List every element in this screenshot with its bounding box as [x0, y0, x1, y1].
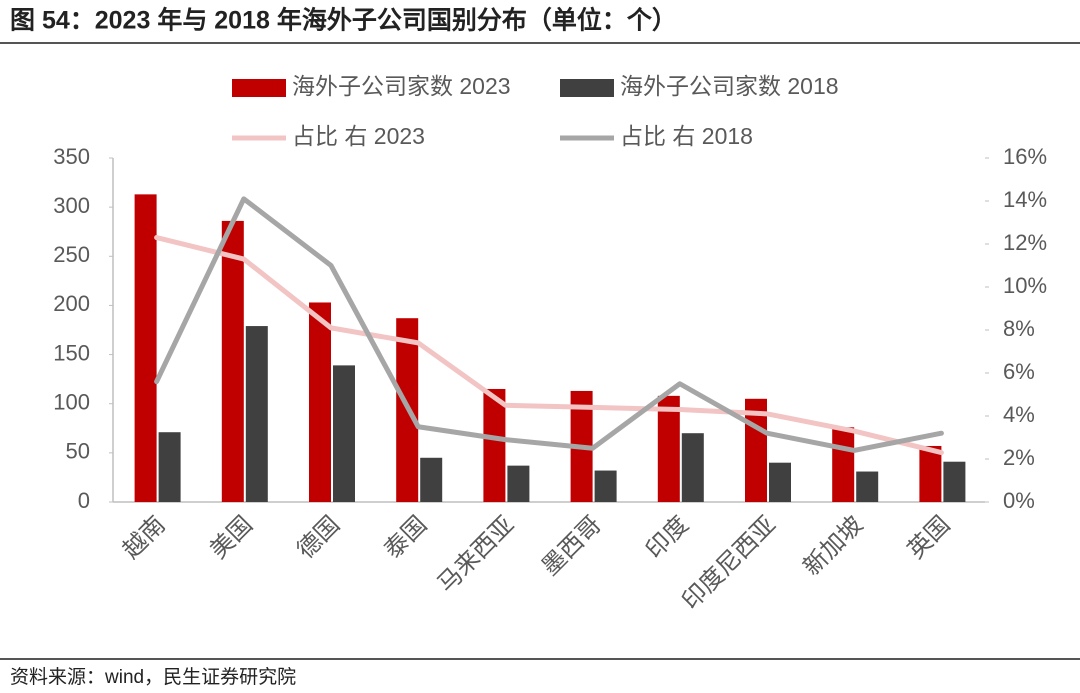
bar: [943, 461, 966, 502]
y2-tick-label: 14%: [1003, 187, 1047, 212]
y2-tick-label: 6%: [1003, 359, 1035, 384]
bar: [856, 471, 879, 502]
x-tick-label: 印度: [641, 511, 694, 564]
legend-label: 占比 右 2018: [620, 123, 753, 149]
legend-label: 海外子公司家数 2023: [292, 73, 511, 99]
bar: [832, 427, 855, 502]
x-tick-label: 新加坡: [798, 511, 868, 581]
bar: [158, 432, 181, 502]
legend-label: 占比 右 2023: [292, 123, 425, 149]
x-tick-label: 美国: [205, 511, 258, 564]
x-tick-label: 泰国: [379, 511, 432, 564]
y-tick-label: 250: [53, 242, 90, 267]
y-tick-label: 0: [78, 488, 90, 513]
x-tick-label: 墨西哥: [537, 512, 606, 581]
y2-tick-label: 16%: [1003, 144, 1047, 169]
bar: [221, 220, 244, 502]
source: 资料来源：wind，民生证券研究院: [10, 666, 296, 688]
x-tick-label: 德国: [292, 511, 345, 564]
x-tick-label: 印度尼西亚: [677, 511, 781, 615]
y2-tick-label: 8%: [1003, 316, 1035, 341]
y-tick-label: 100: [53, 390, 90, 415]
x-tick-label: 英国: [902, 511, 955, 564]
x-tick-label: 越南: [118, 511, 171, 564]
bar: [420, 457, 443, 502]
y-tick-label: 200: [53, 291, 90, 316]
bar: [245, 326, 268, 502]
bar: [333, 365, 355, 502]
y-tick-label: 50: [66, 439, 90, 464]
y2-tick-label: 10%: [1003, 273, 1047, 298]
bar: [657, 395, 680, 502]
x-tick-label: 马来西亚: [433, 511, 520, 598]
legend-swatch: [232, 79, 286, 97]
y2-tick-label: 12%: [1003, 230, 1047, 255]
bar: [681, 433, 704, 502]
y-tick-label: 150: [53, 340, 90, 365]
line-series: [154, 235, 944, 456]
bar: [507, 465, 530, 502]
bar: [594, 470, 617, 502]
y2-tick-label: 0%: [1003, 488, 1035, 513]
line-series: [154, 196, 944, 453]
chart-title: 图 54：2023 年与 2018 年海外子公司国别分布（单位：个）: [10, 6, 677, 35]
bar: [309, 302, 331, 502]
y-tick-label: 300: [53, 193, 90, 218]
bar: [919, 445, 942, 502]
bar: [134, 194, 157, 502]
y-tick-label: 350: [53, 144, 90, 169]
y2-tick-label: 4%: [1003, 402, 1035, 427]
bar: [769, 462, 791, 502]
legend-swatch: [560, 79, 614, 97]
legend-label: 海外子公司家数 2018: [620, 73, 839, 99]
bar: [483, 388, 506, 502]
y2-tick-label: 2%: [1003, 445, 1035, 470]
